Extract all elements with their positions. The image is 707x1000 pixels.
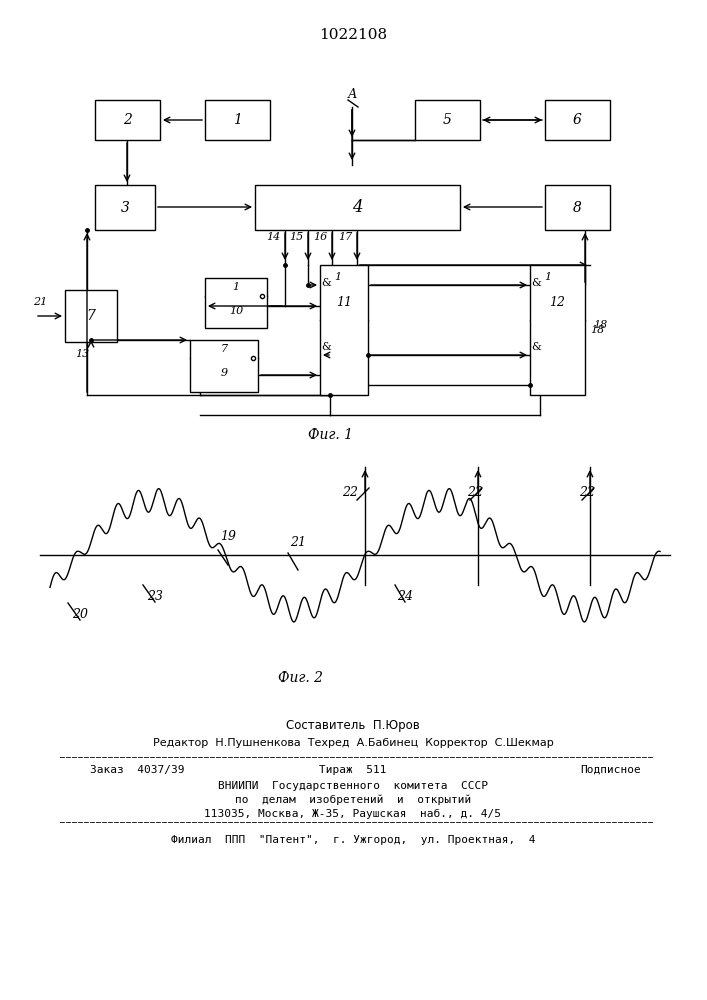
Text: Составитель  П.Юров: Составитель П.Юров [286, 720, 420, 732]
Bar [205, 278, 267, 328]
Text: Тираж  511: Тираж 511 [320, 765, 387, 775]
Bar [190, 340, 258, 392]
Text: ВНИИПИ  Государственного  комитета  СССР: ВНИИПИ Государственного комитета СССР [218, 781, 488, 791]
Bar [320, 265, 368, 395]
Bar [95, 100, 160, 140]
Bar [205, 100, 270, 140]
Text: по  делам  изобретений  и  открытий: по делам изобретений и открытий [235, 795, 471, 805]
Text: &: & [531, 342, 541, 352]
Text: 18: 18 [590, 325, 604, 335]
Text: 22: 22 [579, 487, 595, 499]
Text: 8: 8 [573, 200, 582, 215]
Text: 21: 21 [33, 297, 47, 307]
Text: 21: 21 [290, 536, 306, 550]
Text: 15: 15 [288, 232, 303, 242]
Bar [95, 185, 155, 230]
Text: 2: 2 [123, 113, 132, 127]
Text: 6: 6 [573, 113, 582, 127]
Bar [545, 185, 610, 230]
Text: 7: 7 [86, 309, 95, 323]
Text: Редактор  Н.Пушненкова  Техред  А.Бабинец  Корректор  С.Шекмар: Редактор Н.Пушненкова Техред А.Бабинец К… [153, 738, 554, 748]
Text: 7: 7 [221, 344, 228, 354]
Text: 24: 24 [397, 590, 413, 603]
Text: 9: 9 [221, 368, 228, 378]
Text: &: & [321, 342, 331, 352]
Text: 1: 1 [544, 272, 551, 282]
Text: 10: 10 [229, 306, 243, 316]
Bar [255, 185, 460, 230]
Text: 11: 11 [336, 296, 352, 310]
Bar [65, 290, 117, 342]
Bar [415, 100, 480, 140]
Text: 12: 12 [549, 296, 565, 310]
Text: 19: 19 [220, 530, 236, 544]
Text: 1: 1 [233, 282, 240, 292]
Bar [545, 100, 610, 140]
Text: 23: 23 [147, 590, 163, 603]
Text: &: & [321, 278, 331, 288]
Text: 1: 1 [334, 272, 341, 282]
Text: Подписное: Подписное [580, 765, 641, 775]
Text: 1022108: 1022108 [319, 28, 387, 42]
Text: 16: 16 [312, 232, 327, 242]
Text: 4: 4 [352, 199, 363, 216]
Text: 22: 22 [467, 487, 483, 499]
Text: 20: 20 [72, 608, 88, 621]
Text: Филиал  ППП  "Патент",  г. Ужгород,  ул. Проектная,  4: Филиал ППП "Патент", г. Ужгород, ул. Про… [171, 835, 535, 845]
Text: 1: 1 [233, 113, 242, 127]
Bar [530, 265, 585, 395]
Text: 14: 14 [266, 232, 280, 242]
Text: А: А [347, 89, 357, 102]
Text: 17: 17 [338, 232, 352, 242]
Text: 18: 18 [593, 320, 607, 330]
Text: 13: 13 [75, 349, 89, 359]
Text: 5: 5 [443, 113, 452, 127]
Text: &: & [531, 278, 541, 288]
Text: 22: 22 [342, 487, 358, 499]
Text: Фиг. 1: Фиг. 1 [308, 428, 353, 442]
Text: Фиг. 2: Фиг. 2 [278, 671, 322, 685]
Text: 113035, Москва, Ж-35, Раушская  наб., д. 4/5: 113035, Москва, Ж-35, Раушская наб., д. … [204, 809, 501, 819]
Text: 3: 3 [121, 200, 129, 215]
Text: Заказ  4037/39: Заказ 4037/39 [90, 765, 185, 775]
